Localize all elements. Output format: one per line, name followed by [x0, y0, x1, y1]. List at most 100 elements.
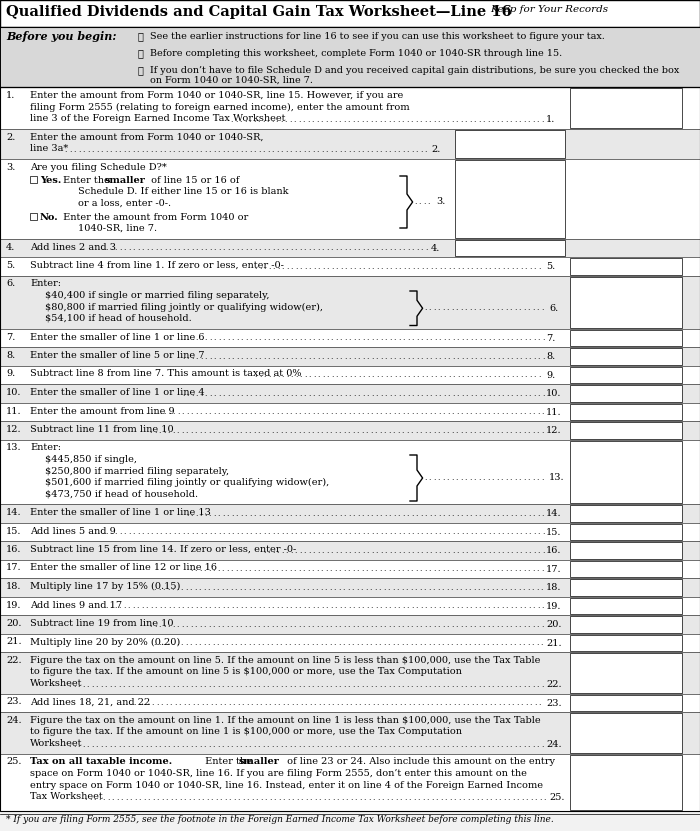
Text: .: .	[208, 621, 210, 629]
Text: .: .	[374, 565, 377, 573]
Text: .: .	[478, 408, 481, 416]
Text: .: .	[299, 244, 301, 253]
Text: .: .	[199, 583, 201, 592]
Text: .: .	[302, 621, 304, 629]
Text: filing Form 2555 (relating to foreign earned income), enter the amount from: filing Form 2555 (relating to foreign ea…	[30, 102, 409, 111]
Text: .: .	[181, 681, 183, 689]
Text: .: .	[415, 509, 418, 518]
Text: .: .	[190, 681, 193, 689]
Text: .: .	[458, 794, 461, 802]
Text: .: .	[359, 794, 361, 802]
Text: .: .	[321, 352, 323, 361]
Text: .: .	[330, 740, 332, 749]
Text: .: .	[326, 529, 328, 536]
Text: .: .	[483, 408, 485, 416]
Text: .: .	[308, 334, 310, 342]
Text: .: .	[172, 740, 174, 749]
Text: .: .	[428, 198, 430, 206]
Text: Figure the tax on the amount on line 1. If the amount on line 1 is less than $10: Figure the tax on the amount on line 1. …	[30, 716, 540, 725]
Text: .: .	[388, 681, 391, 689]
Text: .: .	[467, 699, 469, 707]
Text: .: .	[240, 334, 243, 342]
Text: .: .	[514, 602, 517, 610]
Text: .: .	[312, 565, 314, 573]
Text: .: .	[401, 639, 403, 647]
Text: .: .	[105, 529, 108, 536]
Text: .: .	[235, 681, 237, 689]
Text: .: .	[437, 583, 440, 592]
Text: .: .	[442, 565, 444, 573]
Text: .: .	[434, 334, 436, 342]
Text: .: .	[503, 263, 505, 271]
Text: .: .	[175, 794, 177, 802]
Text: .: .	[103, 794, 105, 802]
Text: .: .	[334, 740, 336, 749]
Text: .: .	[462, 371, 464, 379]
Text: .: .	[114, 244, 117, 253]
Text: .: .	[235, 116, 237, 124]
Text: .: .	[258, 116, 260, 124]
Text: .: .	[353, 529, 355, 536]
Text: .: .	[213, 740, 215, 749]
Text: .: .	[244, 639, 246, 647]
Text: .: .	[132, 244, 134, 253]
Text: .: .	[375, 145, 377, 154]
Text: .: .	[482, 427, 485, 435]
Text: .: .	[337, 794, 339, 802]
Text: .: .	[456, 681, 458, 689]
Text: .: .	[273, 263, 275, 271]
Text: .: .	[109, 602, 112, 610]
Bar	[570, 422, 682, 439]
Text: .: .	[330, 547, 332, 555]
Text: .: .	[393, 565, 395, 573]
Text: .: .	[510, 740, 512, 749]
Text: .: .	[458, 699, 460, 707]
Text: .: .	[428, 740, 430, 749]
Text: .: .	[217, 681, 219, 689]
Text: .: .	[318, 371, 320, 379]
Text: space on Form 1040 or 1040-SR, line 16. If you are filing Form 2555, don’t enter: space on Form 1040 or 1040-SR, line 16. …	[30, 769, 527, 778]
Text: ✓: ✓	[138, 66, 144, 75]
Text: .: .	[461, 529, 463, 536]
Text: .: .	[475, 547, 477, 555]
Text: .: .	[303, 145, 305, 154]
Text: 15.: 15.	[6, 527, 22, 535]
Text: .: .	[514, 474, 517, 482]
Text: .: .	[267, 427, 269, 435]
Text: .: .	[105, 602, 107, 610]
Text: .: .	[383, 639, 386, 647]
Text: .: .	[272, 352, 274, 361]
Text: .: .	[290, 547, 292, 555]
Text: .: .	[314, 263, 316, 271]
Text: .: .	[312, 621, 314, 629]
Text: .: .	[480, 699, 482, 707]
Text: .: .	[447, 408, 449, 416]
Text: .: .	[344, 509, 346, 518]
Text: .: .	[280, 681, 282, 689]
Text: .: .	[193, 794, 195, 802]
Text: .: .	[533, 334, 536, 342]
Text: .: .	[326, 352, 328, 361]
Text: .: .	[295, 547, 297, 555]
Text: .: .	[503, 699, 505, 707]
Text: .: .	[339, 621, 341, 629]
Text: .: .	[209, 529, 211, 536]
Bar	[0, 694, 700, 712]
Text: .: .	[275, 740, 278, 749]
Text: .: .	[479, 390, 481, 398]
Text: .: .	[522, 583, 525, 592]
Text: .: .	[538, 390, 540, 398]
Bar	[0, 402, 700, 421]
Text: .: .	[451, 639, 453, 647]
Text: .: .	[470, 547, 473, 555]
Text: .: .	[420, 408, 422, 416]
Text: .: .	[475, 334, 477, 342]
Text: 3.: 3.	[436, 198, 445, 206]
Text: .: .	[262, 509, 265, 518]
Text: .: .	[162, 639, 165, 647]
Text: .: .	[288, 639, 291, 647]
Text: .: .	[444, 794, 447, 802]
Text: .: .	[204, 602, 206, 610]
Text: .: .	[254, 244, 256, 253]
Text: .: .	[411, 145, 413, 154]
